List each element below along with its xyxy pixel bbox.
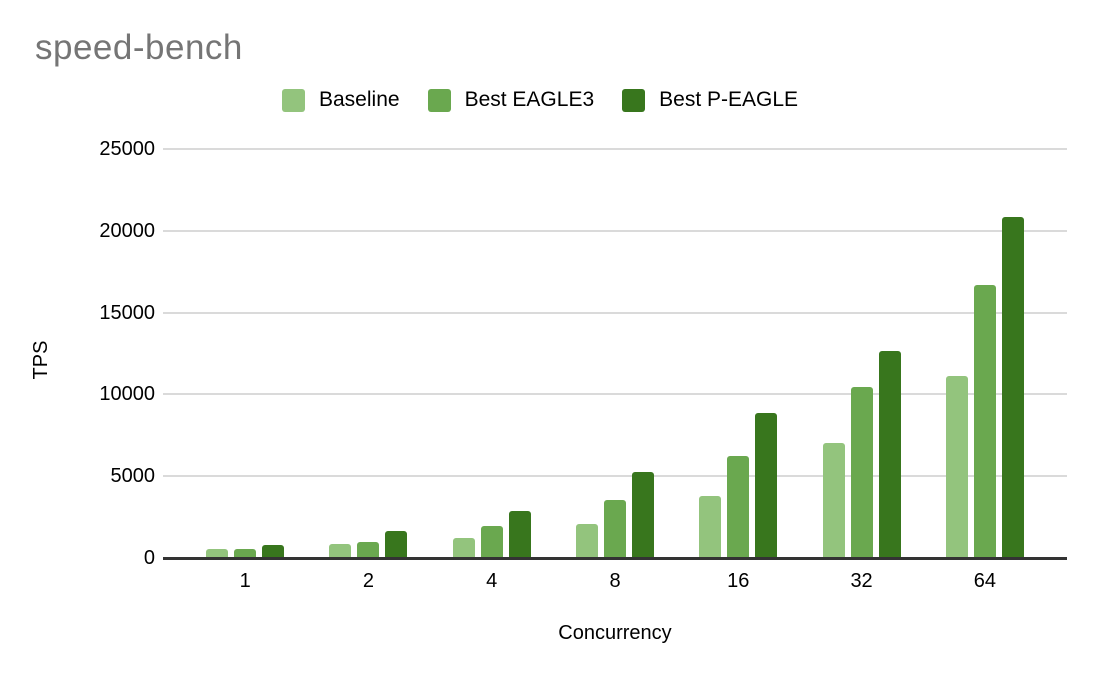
bar-best-p-eagle-c32 [878, 351, 901, 558]
chart-title: speed-bench [35, 28, 243, 67]
x-tick-label-4: 4 [486, 570, 498, 592]
legend-item-best-eagle3: Best EAGLE3 [427, 88, 595, 112]
legend-label: Best EAGLE3 [464, 88, 595, 111]
legend-item-best-p-eagle: Best P-EAGLE [622, 88, 798, 112]
bar-baseline-c1 [206, 549, 229, 558]
x-tick-label-2: 2 [362, 570, 374, 592]
bar-baseline-c2 [329, 544, 352, 558]
x-tick-label-16: 16 [727, 570, 750, 592]
bar-baseline-c16 [699, 495, 722, 558]
bar-baseline-c64 [945, 376, 968, 558]
bar-baseline-c8 [576, 523, 598, 558]
bar-best-eagle3-c8 [604, 500, 626, 558]
bar-best-eagle3-c4 [480, 526, 503, 558]
bar-best-eagle3-c2 [357, 541, 380, 558]
legend-label: Best P-EAGLE [659, 88, 799, 111]
bar-best-eagle3-c64 [973, 285, 996, 558]
bar-baseline-c32 [822, 442, 845, 558]
gridline-10000 [163, 393, 1067, 396]
y-tick-label: 15000 [99, 301, 155, 324]
bar-best-p-eagle-c8 [632, 472, 654, 558]
x-axis-title: Concurrency [558, 622, 672, 644]
gridline-25000 [163, 148, 1067, 150]
gridline-20000 [163, 229, 1067, 232]
y-axis-title: TPS [30, 340, 52, 380]
x-tick-label-32: 32 [850, 570, 873, 592]
gridline-15000 [163, 311, 1067, 314]
bar-best-p-eagle-c16 [755, 412, 778, 558]
legend-item-baseline: Baseline [282, 88, 400, 112]
y-tick-label: 20000 [99, 219, 155, 242]
x-tick-label-1: 1 [239, 570, 251, 592]
bar-best-p-eagle-c64 [1001, 217, 1024, 558]
y-tick-label: 25000 [99, 138, 155, 160]
chart-legend: Baseline Best EAGLE3 Best P-EAGLE [282, 88, 798, 112]
bar-best-eagle3-c1 [234, 549, 257, 558]
legend-swatch-icon [282, 88, 305, 112]
bar-best-p-eagle-c1 [262, 544, 285, 558]
gridline-5000 [163, 475, 1067, 478]
legend-swatch-icon [427, 88, 451, 112]
bar-best-eagle3-c16 [727, 455, 750, 558]
x-tick-label-8: 8 [609, 570, 621, 592]
y-tick-label: 10000 [99, 383, 155, 406]
x-tick-label-64: 64 [973, 570, 996, 592]
bar-best-p-eagle-c4 [508, 510, 531, 558]
bar-best-eagle3-c32 [850, 386, 873, 558]
bar-best-p-eagle-c2 [385, 531, 408, 558]
plot-area: 0 5000 10000 15000 20000 25000 1 2 4 8 16 32 64 [99, 138, 1067, 592]
x-axis-line [163, 557, 1067, 560]
bar-baseline-c4 [452, 537, 475, 558]
legend-swatch-icon [622, 88, 646, 112]
legend-label: Baseline [319, 88, 400, 111]
y-tick-label: 0 [143, 547, 155, 569]
y-tick-label: 5000 [110, 465, 156, 488]
